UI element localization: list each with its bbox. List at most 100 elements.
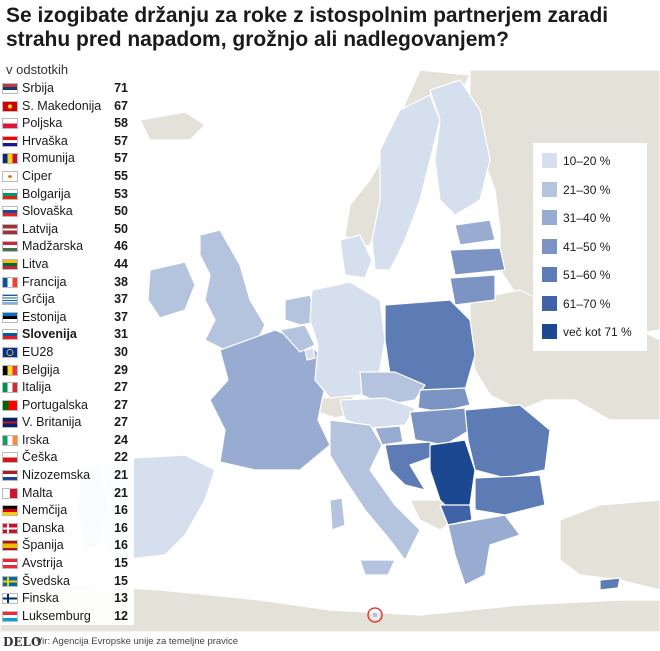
- country-value: 13: [114, 591, 128, 606]
- legend-swatch: [542, 153, 557, 168]
- country-value: 38: [114, 274, 128, 289]
- country-sweden: [371, 94, 441, 271]
- country-iceland: [139, 111, 206, 141]
- country-italy: [329, 419, 421, 561]
- gb-flag-icon: [2, 417, 18, 429]
- legend-item: 21–30 %: [533, 176, 647, 205]
- country-name: Srbija: [22, 81, 54, 95]
- legend-swatch: [542, 210, 557, 225]
- legend-item: 31–40 %: [533, 204, 647, 233]
- ranking-row: Nizozemska 21: [0, 467, 134, 485]
- source-note: Vir: Agencija Evropske unije za temeljne…: [36, 636, 239, 647]
- country-n-macedonia: [439, 504, 473, 526]
- country-value: 21: [114, 485, 128, 500]
- country-luxembourg: [304, 347, 316, 361]
- country-name: Belgija: [22, 362, 60, 377]
- ranking-row: Finska 13: [0, 590, 134, 608]
- legend-label: 51–60 %: [563, 268, 611, 282]
- ranking-row: Estonija 37: [0, 309, 134, 327]
- ranking-row: V. Britanija 27: [0, 414, 134, 432]
- country-name: Poljska: [22, 116, 63, 131]
- mk-flag-icon: [2, 100, 18, 112]
- malta-marker-icon: [367, 607, 383, 623]
- country-denmark: [339, 234, 373, 279]
- map-title: Se izogibate držanju za roke z istospoln…: [6, 4, 609, 51]
- country-name: Avstrija: [22, 556, 63, 571]
- country-value: 15: [114, 556, 128, 571]
- country-value: 16: [114, 520, 128, 535]
- sk-flag-icon: [2, 206, 18, 218]
- country-value: 57: [114, 151, 128, 166]
- country-value: 58: [114, 116, 128, 131]
- map-legend: 10–20 % 21–30 % 31–40 % 41–50 % 51–60 % 61–70…: [533, 143, 647, 351]
- country-uk: [199, 229, 266, 351]
- country-value: 50: [114, 204, 128, 219]
- country-name: Nizozemska: [22, 468, 91, 483]
- country-name: Madžarska: [22, 239, 84, 254]
- ranking-row: Grčija 37: [0, 291, 134, 309]
- legend-label: več kot 71 %: [563, 325, 632, 339]
- legend-item: 51–60 %: [533, 261, 647, 290]
- country-name: Danska: [22, 520, 65, 535]
- legend-label: 41–50 %: [563, 239, 611, 254]
- country-name: Latvija: [22, 221, 59, 236]
- country-name: Bolgarija: [22, 186, 71, 201]
- country-value: 21: [114, 468, 128, 483]
- map-subtitle: v odstotkih: [6, 62, 69, 77]
- country-name: Španija: [22, 538, 64, 553]
- ie-flag-icon: [2, 434, 18, 446]
- ranking-row: S. Makedonija 67: [0, 98, 134, 116]
- fr-flag-icon: [2, 276, 18, 288]
- fi-flag-icon: [2, 593, 18, 605]
- ranking-row: Danska 16: [0, 520, 134, 538]
- delo-logo: DELO: [3, 635, 42, 649]
- country-czech: [359, 371, 426, 406]
- country-germany: [309, 281, 386, 399]
- country-name: EU28: [22, 344, 54, 359]
- rs-flag-icon: [2, 83, 18, 94]
- country-value: 44: [114, 256, 128, 271]
- nl-flag-icon: [2, 470, 18, 482]
- legend-swatch: [542, 238, 557, 254]
- country-value: 37: [114, 292, 128, 307]
- country-name: Estonija: [22, 309, 67, 324]
- legend-label: 21–30 %: [563, 182, 611, 197]
- country-croatia: [384, 441, 436, 491]
- ranking-row: Avstrija 15: [0, 555, 134, 573]
- legend-swatch: [542, 295, 557, 311]
- country-value: 27: [114, 397, 128, 412]
- legend-item: 61–70 %: [533, 290, 647, 319]
- ee-flag-icon: [2, 311, 18, 323]
- country-value: 57: [114, 133, 128, 148]
- country-greece: [447, 514, 521, 586]
- country-name: Italija: [22, 380, 52, 395]
- legend-swatch: [542, 324, 557, 339]
- country-value: 27: [114, 415, 128, 430]
- country-name: Ciper: [22, 168, 52, 183]
- ranking-row: Ciper 55: [0, 168, 134, 186]
- country-value: 31: [114, 327, 128, 342]
- country-malta: [371, 611, 379, 619]
- country-hungary: [409, 407, 471, 446]
- si-flag-icon: [2, 329, 18, 341]
- legend-label: 61–70 %: [563, 296, 611, 311]
- country-value: 37: [114, 309, 128, 324]
- country-name: Nemčija: [22, 503, 68, 518]
- legend-swatch: [542, 267, 557, 282]
- country-latvia: [449, 247, 506, 276]
- country-value: 16: [114, 538, 128, 553]
- country-turkey: [559, 499, 660, 591]
- ranking-row: Belgija 29: [0, 362, 134, 380]
- ranking-row: Francija 38: [0, 274, 134, 292]
- country-name: Litva: [22, 256, 49, 271]
- country-lithuania: [449, 274, 496, 306]
- ranking-row: Latvija 50: [0, 221, 134, 239]
- se-flag-icon: [2, 575, 18, 587]
- country-sardinia: [329, 497, 346, 531]
- country-value: 71: [114, 81, 128, 95]
- ranking-row: Irska 24: [0, 432, 134, 450]
- legend-item: več kot 71 %: [533, 318, 647, 347]
- legend-label: 31–40 %: [563, 211, 611, 225]
- ranking-row: Srbija 71: [0, 80, 134, 98]
- country-name: S. Makedonija: [22, 98, 102, 113]
